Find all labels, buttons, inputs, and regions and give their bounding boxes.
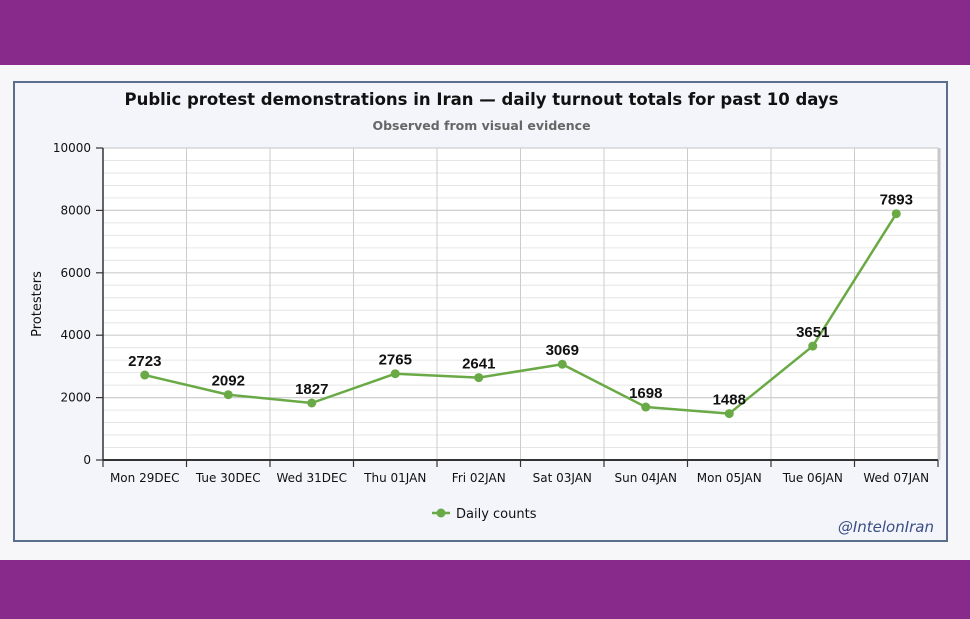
data-point	[641, 402, 651, 412]
x-tick-label: Mon 29DEC	[110, 471, 180, 485]
data-label: 2765	[379, 352, 412, 369]
data-label: 2641	[462, 356, 495, 373]
y-axis-label: Protesters	[30, 271, 45, 337]
data-point	[223, 390, 233, 400]
y-tick-label: 6000	[60, 266, 91, 280]
data-label: 3651	[796, 324, 829, 341]
data-point	[724, 409, 734, 419]
y-tick-label: 0	[83, 453, 91, 467]
chart-subtitle: Observed from visual evidence	[372, 118, 591, 133]
legend[interactable]: Daily counts	[432, 507, 537, 522]
data-label: 1827	[295, 381, 328, 398]
y-tick-label: 8000	[60, 203, 91, 217]
bottom-color-band	[0, 560, 970, 619]
data-point	[808, 341, 818, 351]
data-label: 7893	[880, 192, 913, 209]
data-point	[474, 373, 484, 383]
data-label: 2092	[212, 373, 245, 390]
top-color-band	[0, 0, 970, 65]
x-tick-label: Tue 06JAN	[782, 471, 843, 485]
data-label: 3069	[546, 342, 579, 359]
y-tick-label: 2000	[60, 391, 91, 405]
x-tick-label: Sat 03JAN	[533, 471, 592, 485]
data-point	[140, 370, 150, 380]
data-point	[891, 209, 901, 219]
x-tick-label: Wed 07JAN	[863, 471, 929, 485]
chart-title: Public protest demonstrations in Iran — …	[124, 90, 839, 109]
data-label: 2723	[128, 353, 161, 370]
series-daily-counts: 2723 2092 1827 2765 2641 3069 1698 1488 3651 7893	[128, 192, 913, 419]
x-tick-label: Sun 04JAN	[615, 471, 677, 485]
x-tick-label: Thu 01JAN	[363, 471, 426, 485]
legend-label: Daily counts	[456, 507, 537, 522]
data-point	[557, 359, 567, 369]
x-tick-label: Fri 02JAN	[452, 471, 506, 485]
data-label: 1488	[713, 392, 746, 409]
data-label: 1698	[629, 385, 662, 402]
legend-marker-icon	[436, 508, 446, 518]
y-tick-label: 4000	[60, 328, 91, 342]
x-tick-label: Mon 05JAN	[697, 471, 762, 485]
x-tick-label: Wed 31DEC	[277, 471, 347, 485]
data-point	[307, 398, 317, 408]
series-line	[144, 213, 898, 415]
y-tick-label: 10000	[53, 141, 91, 155]
x-tick-label: Tue 30DEC	[195, 471, 261, 485]
watermark: @IntelonIran	[837, 518, 934, 536]
axes: 0 2000 4000 6000 8000 10000 Mon 29DEC Tue 30DEC…	[53, 141, 939, 485]
data-point	[390, 369, 400, 379]
